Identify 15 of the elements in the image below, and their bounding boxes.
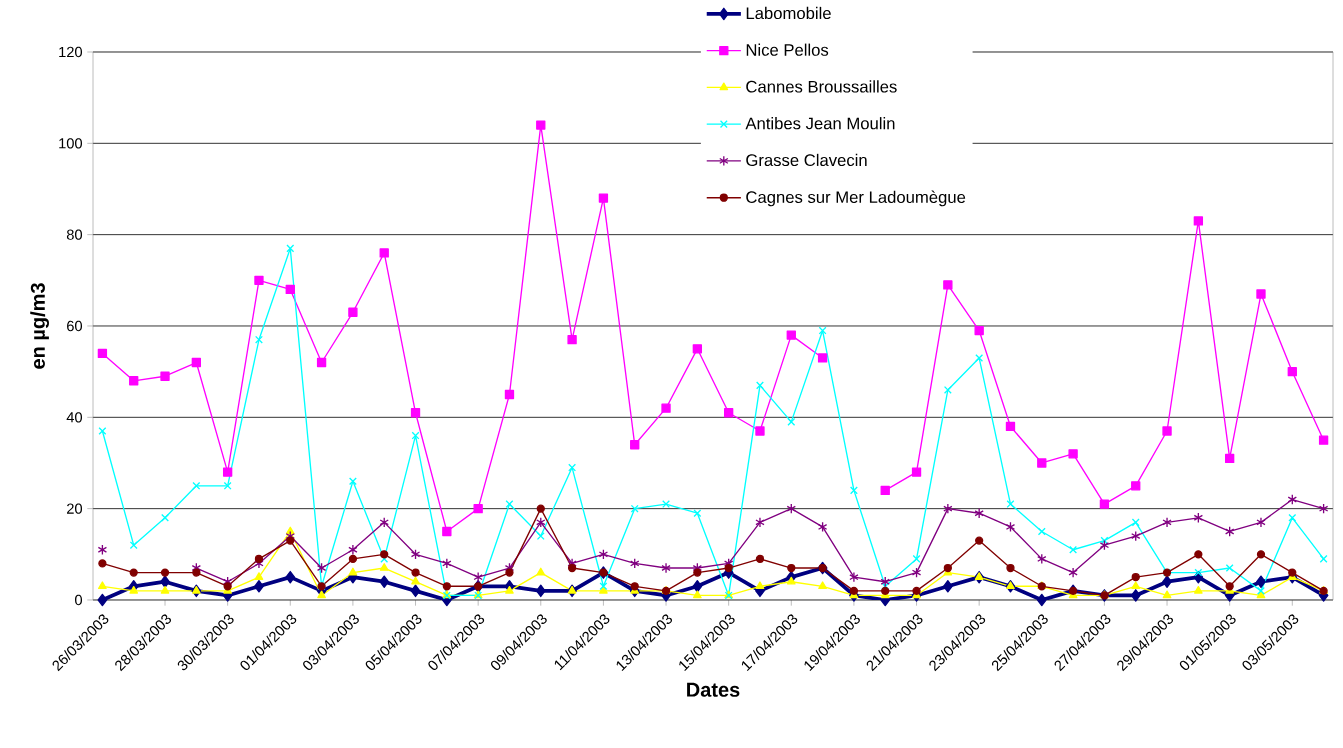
y-tick-label: 20	[67, 503, 83, 514]
legend-label: Antibes Jean Moulin	[745, 117, 895, 130]
legend-label: Cannes Broussailles	[746, 80, 897, 93]
legend-label: Grasse Clavecin	[746, 153, 867, 167]
y-tick-label: 120	[59, 46, 83, 58]
legend-label: Labomobile	[746, 6, 831, 20]
y-axis-title: en µg/m3	[30, 283, 49, 369]
y-tick-label: 80	[66, 229, 83, 240]
x-axis-title: Dates	[687, 682, 740, 697]
legend-label: Nice Pellos	[746, 43, 829, 56]
y-tick-label: 40	[66, 412, 83, 423]
legend-label: Cagnes sur Mer Ladoumègue	[746, 190, 966, 207]
y-tick-label: 0	[75, 594, 83, 606]
y-tick-label: 100	[59, 138, 83, 149]
y-tick-label: 60	[67, 320, 83, 332]
